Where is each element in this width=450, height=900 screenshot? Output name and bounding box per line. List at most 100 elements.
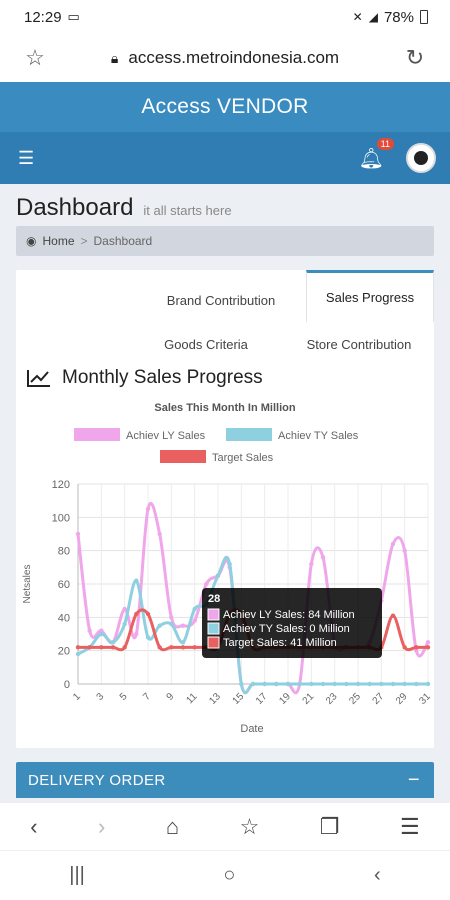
data-point-1 (355, 681, 361, 687)
data-point-0 (390, 541, 396, 547)
legend-swatch-2 (160, 450, 206, 463)
menu-icon[interactable]: ☰ (400, 813, 420, 839)
tooltip-swatch-2 (207, 636, 220, 649)
data-point-0 (145, 506, 151, 512)
data-point-2 (99, 645, 104, 650)
app-navbar: ☰ 🔔︎ 11 (0, 132, 450, 184)
data-point-2 (87, 645, 92, 650)
notifications-button[interactable]: 🔔︎ 11 (358, 137, 394, 171)
data-point-2 (180, 645, 186, 650)
dashboard-tabs: Brand Contribution Sales Progress Goods … (16, 270, 434, 358)
data-point-1 (285, 681, 291, 687)
data-point-1 (99, 631, 104, 637)
hamburger-menu-icon[interactable]: ☰ (18, 147, 35, 168)
section-title: Monthly Sales Progress (62, 367, 263, 388)
data-point-1 (157, 623, 162, 628)
data-point-1 (250, 681, 256, 687)
data-point-0 (122, 606, 127, 612)
data-point-2 (390, 613, 396, 618)
forward-icon[interactable]: › (98, 813, 106, 839)
data-point-1 (192, 606, 197, 612)
x-tick-label: 7 (141, 691, 153, 703)
legend-label-0: Achiev LY Sales (126, 430, 206, 442)
page-title: Dashboard (16, 194, 134, 221)
notification-count-badge: 11 (376, 137, 394, 150)
main-content: Dashboard it all starts here ◉ Home > Da… (0, 184, 450, 802)
bell-icon: 🔔︎ (358, 147, 384, 170)
system-back-icon[interactable]: ‹ (374, 864, 381, 886)
data-point-1 (274, 681, 279, 687)
x-tick-label: 11 (184, 691, 199, 706)
bookmark-star-icon[interactable]: ☆ (25, 45, 45, 70)
data-point-1 (425, 681, 431, 687)
mute-icon: ✕ (352, 10, 363, 24)
recent-apps-icon[interactable]: ||| (69, 864, 85, 886)
tab-sales-progress[interactable]: Sales Progress (306, 270, 434, 322)
data-point-0 (204, 581, 209, 587)
tab-brand-contribution[interactable]: Brand Contribution (166, 292, 276, 308)
tooltip-line-0: Achiev LY Sales: 84 Million (223, 609, 355, 621)
system-nav-bar: ||| ○ ‹ (0, 850, 450, 900)
breadcrumb-separator: > (80, 234, 88, 248)
user-icon (414, 151, 428, 165)
breadcrumb: ◉ Home > Dashboard (16, 226, 434, 256)
status-bar: 12:29 ▭ ✕ ◢ 78% (0, 0, 450, 34)
data-point-0 (87, 628, 92, 633)
data-point-1 (180, 640, 186, 645)
data-point-1 (145, 635, 151, 640)
user-avatar[interactable] (406, 143, 436, 173)
data-point-0 (134, 631, 139, 637)
legend-label-2: Target Sales (212, 452, 274, 464)
tabs-icon[interactable]: ❐ (319, 813, 340, 839)
tooltip-swatch-1 (207, 622, 220, 635)
home-icon[interactable]: ⌂ (165, 813, 180, 839)
line-chart-icon (27, 370, 50, 387)
data-point-2 (122, 645, 127, 650)
x-tick-label: 27 (371, 691, 387, 707)
x-tick-label: 17 (254, 691, 270, 707)
data-point-0 (180, 623, 186, 628)
y-tick-label: 20 (58, 646, 70, 658)
data-point-2 (169, 645, 174, 650)
tab-goods-criteria[interactable]: Goods Criteria (164, 336, 248, 352)
sales-progress-box: Brand Contribution Sales Progress Goods … (16, 270, 434, 748)
breadcrumb-home[interactable]: Home (42, 234, 75, 248)
delivery-order-header[interactable]: DELIVERY ORDER − (16, 762, 434, 798)
data-point-1 (297, 681, 302, 687)
system-home-icon[interactable]: ○ (223, 864, 236, 886)
data-point-1 (169, 621, 174, 627)
data-point-2 (402, 645, 407, 650)
bookmarks-icon[interactable]: ☆ (239, 813, 260, 839)
url-text: access.metroindonesia.com (128, 48, 340, 67)
data-point-1 (122, 621, 127, 627)
data-point-0 (192, 618, 197, 623)
url-field[interactable]: 🔒︎ access.metroindonesia.com (52, 48, 398, 68)
data-point-1 (390, 681, 396, 687)
delivery-order-title: DELIVERY ORDER (28, 771, 166, 789)
y-tick-label: 120 (52, 479, 70, 491)
data-point-0 (402, 548, 407, 553)
back-icon[interactable]: ‹ (30, 813, 38, 839)
y-tick-label: 0 (64, 679, 70, 691)
data-point-2 (145, 611, 151, 617)
tab-store-contribution[interactable]: Store Contribution (306, 336, 412, 352)
reload-icon[interactable]: ↻ (405, 45, 425, 70)
data-point-1 (134, 578, 139, 583)
x-tick-label: 31 (417, 691, 433, 707)
collapse-button[interactable]: − (407, 768, 420, 791)
tooltip-title: 28 (208, 593, 220, 605)
data-point-2 (414, 645, 419, 650)
data-point-1 (414, 681, 419, 687)
data-point-1 (402, 681, 407, 687)
data-point-1 (367, 681, 372, 687)
lock-icon: 🔒︎ (110, 49, 119, 66)
app-title: Access VENDOR (0, 82, 450, 132)
data-point-0 (75, 531, 81, 537)
x-tick-label: 1 (71, 691, 83, 703)
battery-level: 78% (383, 8, 414, 26)
legend-swatch-0 (74, 428, 120, 441)
legend-swatch-1 (226, 428, 272, 441)
sales-chart: Sales This Month In Million Achiev LY Sal… (16, 392, 434, 742)
data-point-1 (309, 681, 314, 687)
data-point-1 (332, 681, 337, 687)
